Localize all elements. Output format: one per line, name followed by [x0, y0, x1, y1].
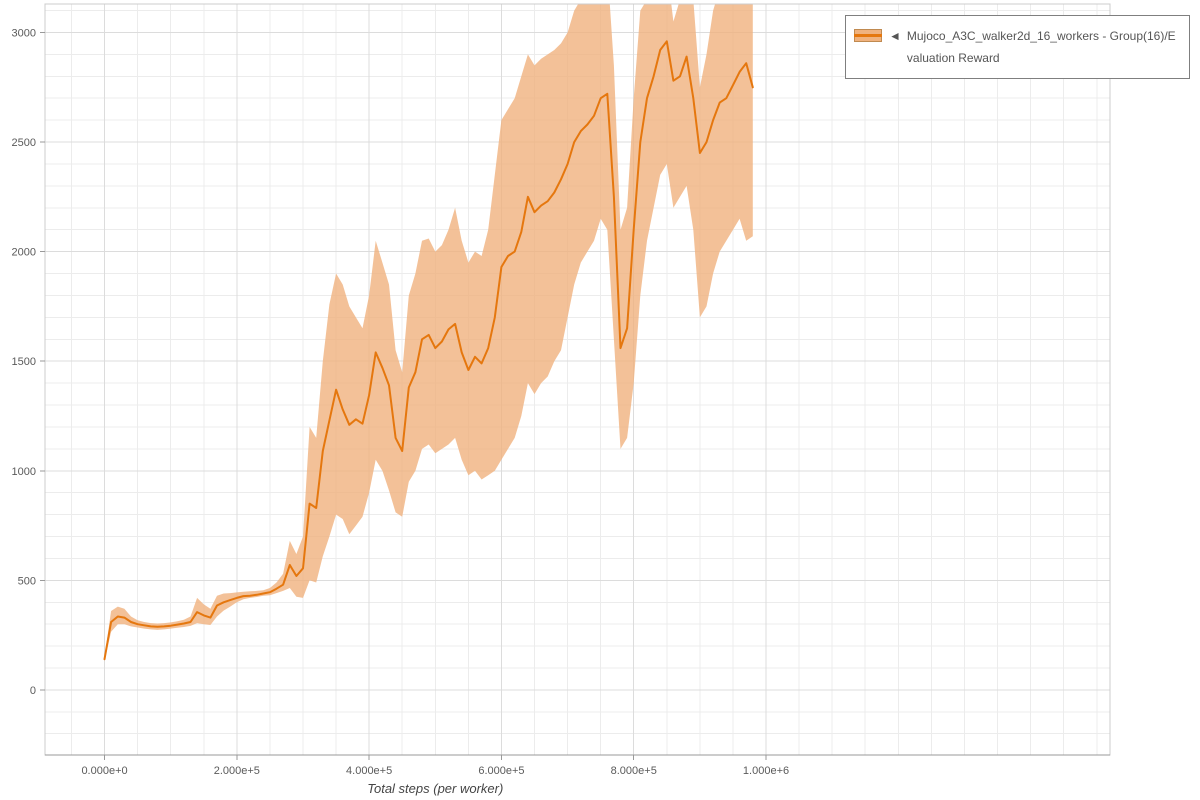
x-axis-title: Total steps (per worker): [367, 781, 503, 796]
x-tick-label: 0.000e+0: [81, 765, 127, 777]
y-tick-label: 500: [18, 575, 36, 587]
reward-confidence-band: [104, 4, 753, 662]
y-tick-label: 2500: [12, 137, 36, 149]
x-tick-label: 4.000e+5: [346, 765, 392, 777]
y-tick-label: 1500: [12, 356, 36, 368]
legend-item-reward[interactable]: ◄ Mujoco_A3C_walker2d_16_workers - Group…: [854, 25, 1181, 69]
y-tick-label: 2000: [12, 247, 36, 259]
series-swatch: [854, 29, 882, 42]
y-tick-label: 1000: [12, 466, 36, 478]
y-tick-label: 3000: [12, 27, 36, 39]
legend: ◄ Mujoco_A3C_walker2d_16_workers - Group…: [845, 15, 1190, 79]
legend-series-label: Mujoco_A3C_walker2d_16_workers - Group(1…: [906, 29, 1176, 65]
x-tick-label: 1.000e+6: [743, 765, 789, 777]
x-tick-label: 8.000e+5: [611, 765, 657, 777]
x-tick-label: 6.000e+5: [478, 765, 524, 777]
x-tick-label: 2.000e+5: [214, 765, 260, 777]
series-line-swatch: [854, 34, 882, 37]
legend-collapse-icon[interactable]: ◄: [889, 29, 901, 43]
y-tick-label: 0: [30, 685, 36, 697]
reward-mean-line: [103, 40, 754, 661]
